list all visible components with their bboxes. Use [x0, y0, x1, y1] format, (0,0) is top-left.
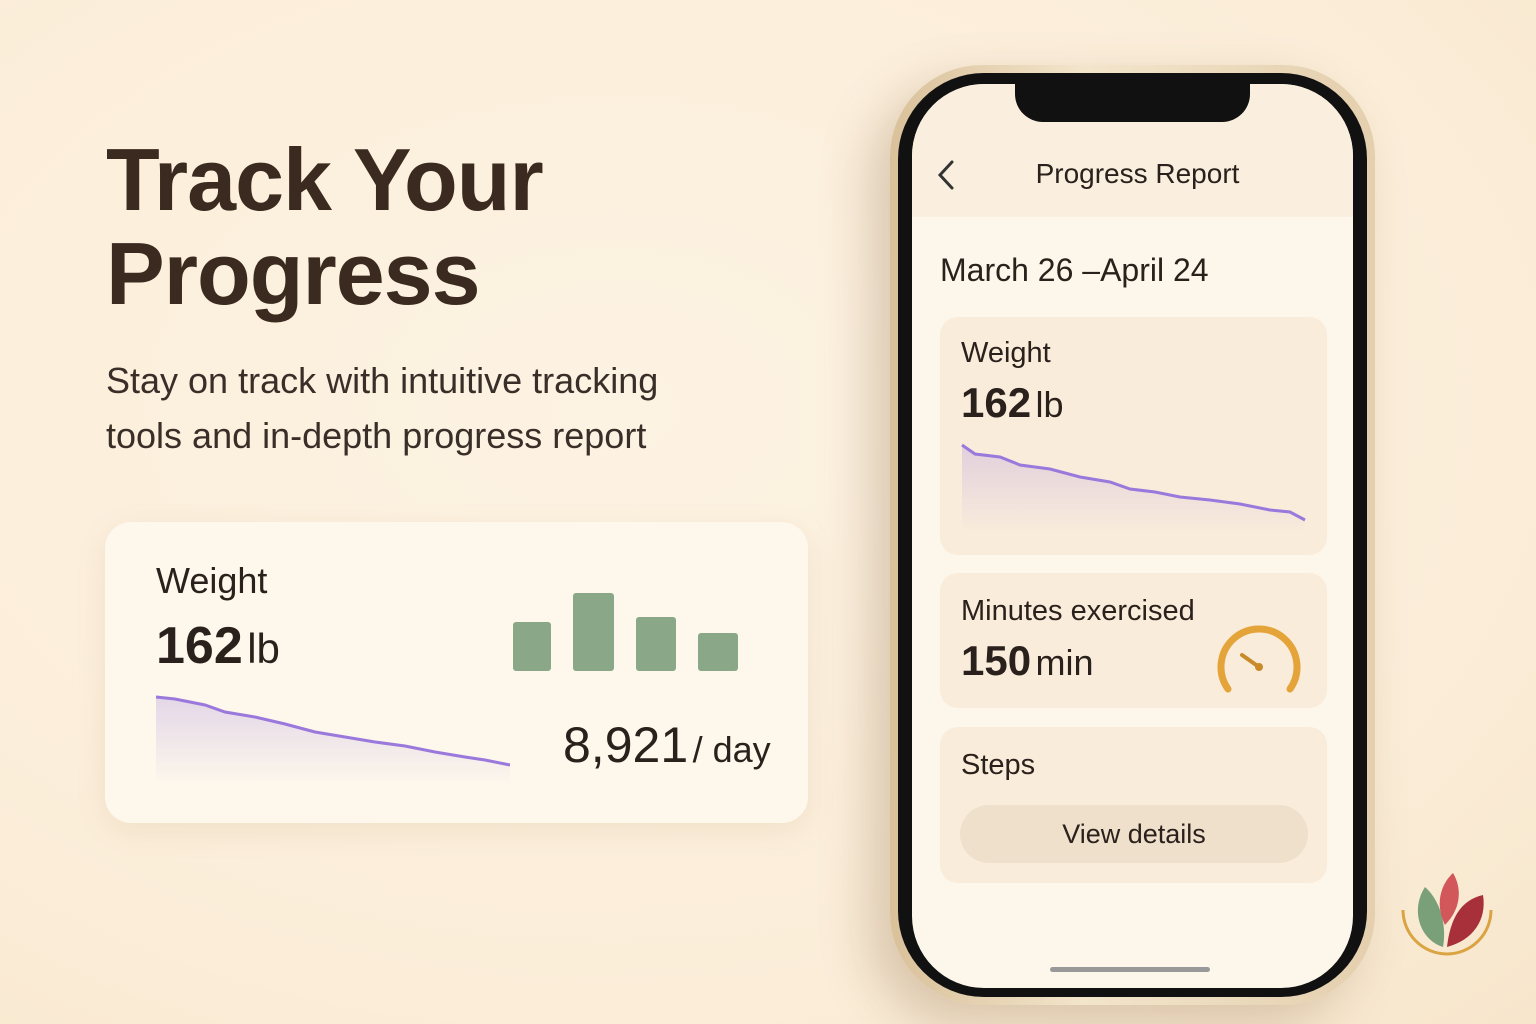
- gauge-icon: [1217, 625, 1301, 693]
- home-indicator: [1050, 967, 1210, 972]
- hero-title: Progress: [106, 224, 481, 323]
- hero-subtitle: Stay on track with intuitive tracking: [106, 360, 659, 401]
- sparkline-chart: [961, 443, 1306, 532]
- value: 150: [961, 637, 1032, 684]
- card-value: 150 min: [961, 637, 1094, 685]
- bar-icon: [636, 617, 676, 671]
- exercise-card: Minutes exercised 150 min: [940, 573, 1327, 708]
- unit: min: [1035, 642, 1094, 683]
- notch: [1015, 84, 1250, 122]
- date-range: March 26 –April 24: [940, 252, 1209, 288]
- sparkline: [155, 695, 511, 767]
- steps-unit: / day: [692, 729, 771, 770]
- card-label: Weight: [961, 337, 1051, 369]
- summary-card: Weight 162 lb 8,921 / day: [105, 522, 808, 823]
- unit: lb: [1035, 384, 1064, 425]
- card-value: 162 lb: [156, 616, 280, 676]
- sparkline-area: [156, 697, 510, 784]
- view-details-button[interactable]: View details: [960, 805, 1308, 863]
- bar-icon: [698, 633, 738, 671]
- unit: lb: [247, 625, 280, 672]
- hero-subtitle: tools and in-depth progress report: [106, 415, 647, 456]
- value: 162: [156, 617, 243, 675]
- card-value: 162 lb: [961, 379, 1064, 427]
- hero-title: Track Your: [106, 130, 544, 229]
- back-button[interactable]: [934, 158, 958, 192]
- screen-title: Progress Report: [1035, 158, 1240, 189]
- card-label: Steps: [961, 749, 1036, 781]
- steps: 8,921 / day: [563, 716, 771, 774]
- steps-value: 8,921: [563, 717, 689, 773]
- weight-card: Weight 162 lb: [940, 317, 1327, 555]
- value: 162: [961, 379, 1032, 426]
- phone-screen: Progress Report March 26 –April 24 Weigh…: [912, 84, 1353, 988]
- bar-icon: [513, 622, 551, 671]
- card-label: Minutes exercised: [961, 595, 1195, 627]
- bar-icon: [573, 593, 614, 671]
- card-label: Weight: [156, 560, 268, 601]
- card-graphics: [155, 593, 738, 784]
- logo: [1401, 873, 1493, 956]
- steps-card: Steps View details: [940, 727, 1327, 883]
